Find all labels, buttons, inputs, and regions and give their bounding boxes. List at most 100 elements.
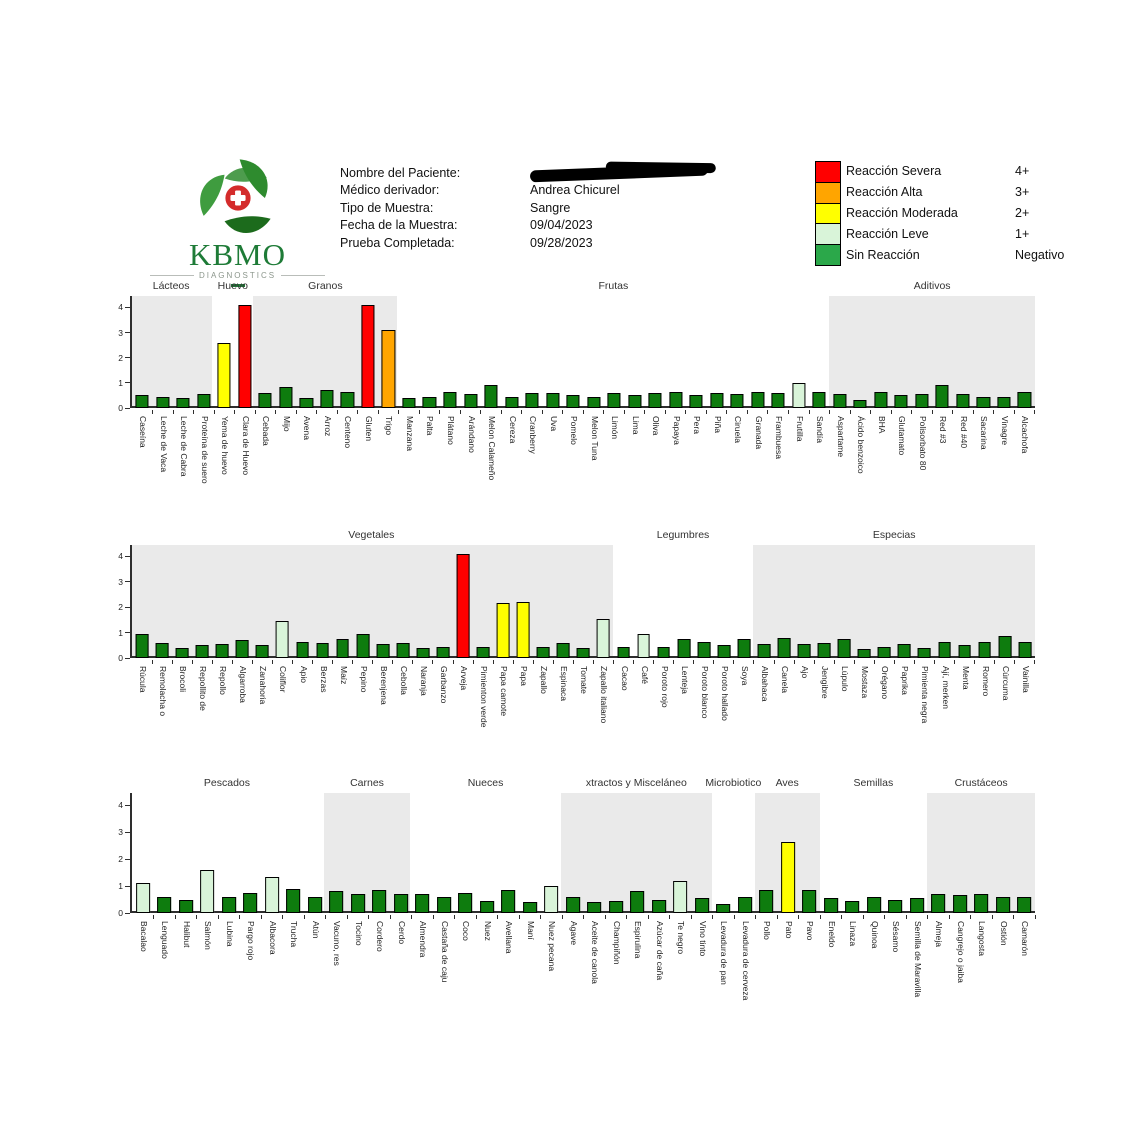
bar-coco [458, 892, 473, 913]
bar-slot [734, 793, 756, 919]
x-axis-label: Repollo [218, 666, 229, 695]
x-label-slot: Linaza [842, 913, 864, 1028]
bar-caf- [637, 633, 651, 658]
x-label-slot: Pargo rojo [240, 913, 262, 1028]
x-label-slot: Clara de Huevo [235, 408, 256, 503]
bars-row [132, 793, 1035, 919]
x-label-slot: Almeja [928, 913, 950, 1028]
bar-pera [689, 395, 703, 408]
bar-almendra [415, 894, 430, 913]
patient-row: Fecha de la Muestra: 09/04/2023 [340, 217, 760, 235]
x-axis-label: Linaza [848, 921, 859, 947]
bar-ciruela [730, 394, 744, 408]
bar-slot [912, 296, 933, 414]
kbmo-leaf-emblem-icon [199, 159, 271, 233]
x-label-slot: Trigo [378, 408, 399, 503]
x-axis-label: Canela [780, 666, 791, 693]
x-label-slot: Leche de Vaca [153, 408, 174, 503]
x-label-slot: Plátano [440, 408, 461, 503]
x-label-slot: Arroz [317, 408, 338, 503]
bar-bha [874, 391, 888, 408]
x-axis-label: Papa camote [499, 666, 510, 717]
x-label-slot: Ciruela [727, 408, 748, 503]
x-label-slot: Quinoa [863, 913, 885, 1028]
bar-slot [173, 296, 194, 414]
bar-slot [871, 296, 892, 414]
bar-papa-camote [496, 603, 510, 658]
x-axis-label: Plátano [445, 416, 456, 445]
bar-cranberry [525, 392, 539, 408]
y-axis-tick-label: 2 [118, 602, 123, 613]
x-label-slot: Red #40 [953, 408, 974, 503]
bar-repollito-de [195, 645, 209, 658]
x-label-slot: BHA [871, 408, 892, 503]
bar-case-na [135, 395, 149, 408]
bar-slot [194, 296, 215, 414]
patient-row: Médico derivador: Andrea Chicurel [340, 182, 760, 200]
x-axis-label: Langosta [977, 921, 988, 956]
x-axis-label: Pepino [358, 666, 369, 693]
x-axis-label: Albacora [267, 921, 278, 955]
patient-field-value: Andrea Chicurel [530, 183, 620, 198]
bar-at-n [307, 896, 322, 913]
x-axis-label: Frutilla [794, 416, 805, 442]
x-label-slot: Papa camote [493, 658, 513, 761]
bar-slot [995, 545, 1016, 664]
x-label-slot: Melon Calameño [481, 408, 502, 503]
category-header: Crustáceos [954, 777, 1008, 789]
y-axis-tick [125, 831, 130, 833]
x-label-row: Rúcula Remolacha o Brocoli Repollito de Repo… [132, 658, 1035, 761]
bar-slot [218, 793, 240, 919]
bar-aspartame [833, 394, 847, 408]
x-label-slot: Ají, merken [935, 658, 955, 761]
x-axis-label: Cranberry [528, 416, 539, 454]
bar-slot [914, 545, 936, 664]
bar-slot [399, 296, 420, 414]
bar-slot [132, 296, 153, 414]
x-axis-label: Polisorbato 80 [917, 416, 928, 471]
x-axis-label: Algarroba [238, 666, 249, 703]
bar-mijo [279, 386, 293, 408]
x-axis-label: Ciruela [733, 416, 744, 443]
legend-row: Sin Reacción Negativo [815, 244, 1064, 266]
patient-field-label: Tipo de Muestra: [340, 200, 434, 215]
x-axis-label: Pato [783, 921, 794, 939]
brand-name: KBMO [188, 237, 286, 272]
x-label-slot: Champiñón [605, 913, 627, 1028]
bar-slot [563, 296, 584, 414]
bar-manzana [402, 397, 416, 408]
bar-lima [628, 395, 642, 408]
x-label-slot: Frutilla [789, 408, 810, 503]
bar-slot [373, 545, 394, 664]
x-label-slot: Glutamato [891, 408, 912, 503]
bar-slot [1015, 545, 1036, 664]
x-label-slot: Limón [604, 408, 625, 503]
y-axis [130, 296, 132, 408]
bar-vinagre [997, 396, 1011, 408]
x-axis-label: Pollo [762, 921, 773, 940]
x-axis-label: Eneldo [826, 921, 837, 948]
plot-area: 0 1 2 3 4 [118, 545, 1036, 664]
bar-quinoa [866, 896, 881, 913]
x-label-slot: Caseína [132, 408, 153, 503]
x-axis-label: Soya [739, 666, 750, 686]
x-label-slot: Cebada [255, 408, 276, 503]
bar-slot [261, 793, 283, 919]
bar-slot [814, 545, 835, 664]
bar-slot [235, 296, 256, 414]
x-label-slot: Lubina [218, 913, 240, 1028]
y-axis-tick [125, 606, 130, 608]
x-axis-label: Granada [753, 416, 764, 450]
x-axis-label: Pomelo [569, 416, 580, 445]
x-axis-label: Red #40 [958, 416, 969, 449]
y-axis-tick-label: 4 [118, 800, 123, 811]
bar-cangrejo-o-jaiba [952, 895, 967, 913]
bar-poroto-blanco [697, 641, 711, 658]
bar-slot [992, 793, 1014, 919]
bar-pollo [759, 890, 774, 913]
bar-slot [283, 793, 304, 919]
x-axis-label: Halibut [181, 921, 192, 948]
x-axis-label: Café [639, 666, 650, 684]
x-label-slot: Aspartame [830, 408, 851, 503]
x-label-slot: Red #3 [932, 408, 953, 503]
